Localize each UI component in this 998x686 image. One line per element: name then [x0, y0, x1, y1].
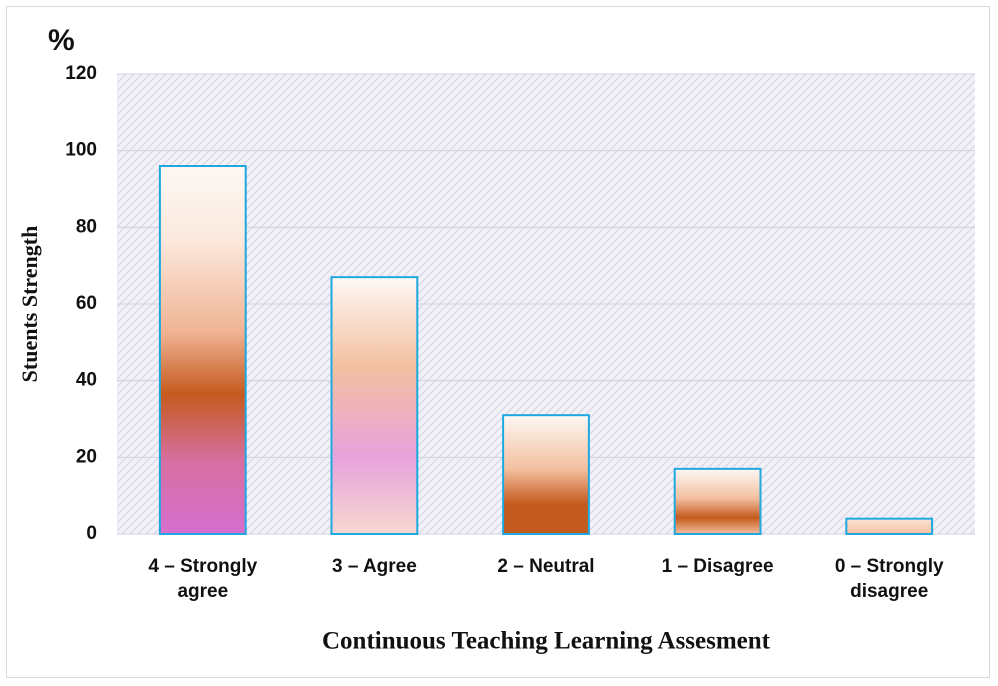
y-tick-label: 120 [65, 63, 97, 84]
x-tick-label: 3 – Agree [331, 556, 417, 577]
y-tick-label: 80 [76, 216, 97, 237]
y-tick-label: 20 [76, 446, 97, 467]
y-unit: % [48, 24, 75, 57]
y-tick-label: 100 [65, 140, 97, 161]
bar [158, 165, 247, 535]
y-tick-label: 0 [86, 523, 97, 544]
x-tick-label: 4 – Strongly agree [148, 556, 258, 602]
bar [845, 517, 934, 536]
frame [6, 6, 990, 678]
y-tick-label: 60 [76, 293, 97, 314]
x-tick-label: 2 – Neutral [497, 556, 595, 577]
bar [673, 467, 762, 536]
bar [330, 276, 419, 535]
y-axis-label: Stuents Strength [17, 226, 42, 383]
bar [502, 414, 590, 535]
y-tick-label: 40 [76, 370, 97, 391]
x-axis-label: Continuous Teaching Learning Assesment [322, 628, 771, 655]
x-tick-label: 0 – Strongly disagree [834, 556, 944, 602]
x-tick-label: 1 – Disagree [661, 556, 774, 577]
